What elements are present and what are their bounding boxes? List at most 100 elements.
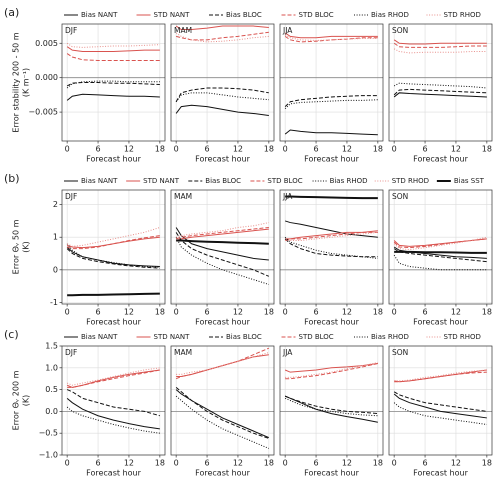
x-tick-label: 18 xyxy=(264,308,274,317)
x-tick-label: 12 xyxy=(451,459,461,468)
x-tick-label: 6 xyxy=(205,308,210,317)
y-axis-label: Error stability 200 - 50 m xyxy=(12,32,21,132)
x-tick-label: 12 xyxy=(124,459,134,468)
x-tick-label: 6 xyxy=(314,459,319,468)
x-tick-label: 18 xyxy=(264,145,274,154)
legend-label: STD BLOC xyxy=(299,11,334,19)
panel: JJA 0 6 12 18 Forecast hour xyxy=(279,345,384,478)
y-axis-label: (K) xyxy=(22,395,31,407)
panel: JJA 0 6 12 18 Forecast hour xyxy=(279,189,384,327)
x-tick-label: 6 xyxy=(423,308,428,317)
series-line xyxy=(175,87,269,103)
legend-label: STD RHOD xyxy=(444,11,481,19)
x-tick-label: 18 xyxy=(373,308,383,317)
series-line xyxy=(66,389,160,417)
series-line xyxy=(175,236,270,285)
series-line xyxy=(175,395,270,449)
x-tick-label: 0 xyxy=(174,459,179,468)
x-tick-label: 12 xyxy=(124,308,134,317)
x-tick-label: 18 xyxy=(482,459,492,468)
x-tick-label: 0 xyxy=(283,459,288,468)
row-label: (a) xyxy=(4,6,19,19)
panel: DJF 0 6 12 18 Forecast hour −1.0 −0.5 0.0 0.5 1.0 1… xyxy=(39,342,166,478)
series-line xyxy=(67,369,160,388)
y-tick-label: 2 xyxy=(53,200,58,209)
x-tick-label: 18 xyxy=(155,459,165,468)
x-axis-label: Forecast hour xyxy=(195,469,250,478)
series-line xyxy=(284,129,378,136)
panel: JJA 0 6 12 18 Forecast hour xyxy=(279,23,384,164)
x-tick-label: 0 xyxy=(283,308,288,317)
panel-frame xyxy=(279,23,384,142)
y-tick-label: 0.005 xyxy=(35,39,58,48)
legend-label: Bias RHOD xyxy=(330,177,368,185)
x-tick-label: 6 xyxy=(96,459,101,468)
legend-label: STD NANT xyxy=(154,11,191,19)
y-tick-label: 0 xyxy=(53,265,58,274)
series-line xyxy=(393,238,487,247)
y-tick-label: 1 xyxy=(53,233,58,242)
x-axis-label: Forecast hour xyxy=(86,469,141,478)
y-axis-label: (K) xyxy=(22,241,31,253)
legend-label: STD NANT xyxy=(143,177,180,185)
series-line xyxy=(393,246,487,259)
legend-label: Bias SST xyxy=(454,177,485,185)
panel-frame xyxy=(170,23,275,142)
series-line xyxy=(394,250,487,254)
y-tick-label: 0.5 xyxy=(45,385,58,394)
x-tick-label: 0 xyxy=(65,459,70,468)
x-tick-label: 18 xyxy=(264,459,274,468)
panel: MAM 0 6 12 18 Forecast hour xyxy=(170,23,275,164)
series-line xyxy=(285,362,378,378)
series-line xyxy=(175,389,270,439)
series-line xyxy=(66,397,160,430)
legend-label: Bias BLOC xyxy=(205,177,241,185)
x-axis-label: Forecast hour xyxy=(86,318,141,327)
series-line xyxy=(175,25,269,31)
panel-title: DJF xyxy=(65,348,77,357)
series-line xyxy=(393,39,487,45)
y-tick-label: 1.5 xyxy=(45,342,58,351)
y-tick-label: −1.0 xyxy=(39,451,58,460)
series-line xyxy=(394,371,487,383)
series-line xyxy=(393,42,487,48)
legend-label: Bias NANT xyxy=(81,11,118,19)
series-line xyxy=(284,32,378,39)
series-line xyxy=(66,226,161,247)
panel: MAM 0 6 12 18 Forecast hour xyxy=(170,189,275,327)
x-tick-label: 6 xyxy=(205,459,210,468)
y-tick-label: −0.005 xyxy=(28,108,58,117)
panel-frame xyxy=(170,189,275,305)
x-axis-label: Forecast hour xyxy=(195,155,250,164)
panel-frame xyxy=(61,189,166,305)
series-line xyxy=(393,48,487,54)
x-axis-label: Forecast hour xyxy=(195,318,250,327)
x-tick-label: 12 xyxy=(342,308,352,317)
series-line xyxy=(175,32,269,43)
series-line xyxy=(285,195,378,200)
x-tick-label: 12 xyxy=(342,459,352,468)
legend-label: Bias BLOC xyxy=(226,333,262,341)
x-tick-label: 6 xyxy=(314,145,319,154)
panel: SON 0 6 12 18 Forecast hour xyxy=(388,189,493,327)
series-line xyxy=(66,53,160,61)
x-tick-label: 18 xyxy=(482,145,492,154)
x-tick-label: 18 xyxy=(373,145,383,154)
series-line xyxy=(284,231,378,241)
series-line xyxy=(66,82,160,87)
x-tick-label: 0 xyxy=(65,145,70,154)
panel: DJF 0 6 12 18 Forecast hour −0.005 0.000 0.005 xyxy=(28,23,166,164)
x-axis-label: Forecast hour xyxy=(304,155,359,164)
x-axis-label: Forecast hour xyxy=(304,469,359,478)
panel-title: DJF xyxy=(65,192,77,201)
panel-title: MAM xyxy=(174,348,192,357)
series-line xyxy=(176,239,269,245)
panel-frame xyxy=(61,23,166,142)
series-line xyxy=(176,352,269,375)
panel-frame xyxy=(279,189,384,305)
panel-frame xyxy=(388,189,493,305)
panel-frame xyxy=(388,23,493,142)
series-line xyxy=(175,232,270,277)
